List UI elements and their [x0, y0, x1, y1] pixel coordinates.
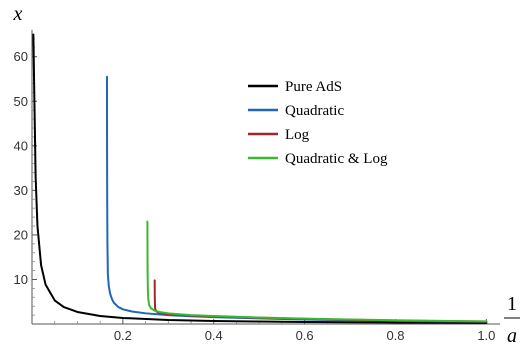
series-line-0: [32, 33, 488, 324]
x-tick-label: 1.0: [477, 328, 495, 343]
y-tick-label: 50: [14, 94, 28, 109]
legend-label: Pure AdS: [285, 79, 342, 95]
y-tick-label: 60: [14, 49, 28, 64]
x-tick-label: 0.6: [296, 328, 314, 343]
x-axis-title: 1 a: [504, 293, 520, 347]
x-axis-title-numerator: 1: [507, 293, 517, 315]
y-tick-label: 20: [14, 227, 28, 242]
y-tick-label: 40: [14, 138, 28, 153]
legend-label: Quadratic: [285, 103, 344, 119]
legend-label: Log: [285, 127, 310, 143]
x-tick-label: 0.4: [205, 328, 223, 343]
legend-label: Quadratic & Log: [285, 151, 388, 167]
axes: [31, 30, 500, 325]
y-tick-label: 10: [14, 272, 28, 287]
x-tick-label: 0.8: [386, 328, 404, 343]
y-axis-title: x: [13, 3, 23, 25]
x-axis-title-denominator: a: [507, 325, 517, 347]
series-group: [32, 33, 488, 324]
series-line-3: [146, 220, 488, 323]
x-tick-label: 0.2: [114, 328, 132, 343]
y-tick-label: 30: [14, 183, 28, 198]
legend: Pure AdS Quadratic Log Quadratic & Log: [248, 79, 388, 167]
